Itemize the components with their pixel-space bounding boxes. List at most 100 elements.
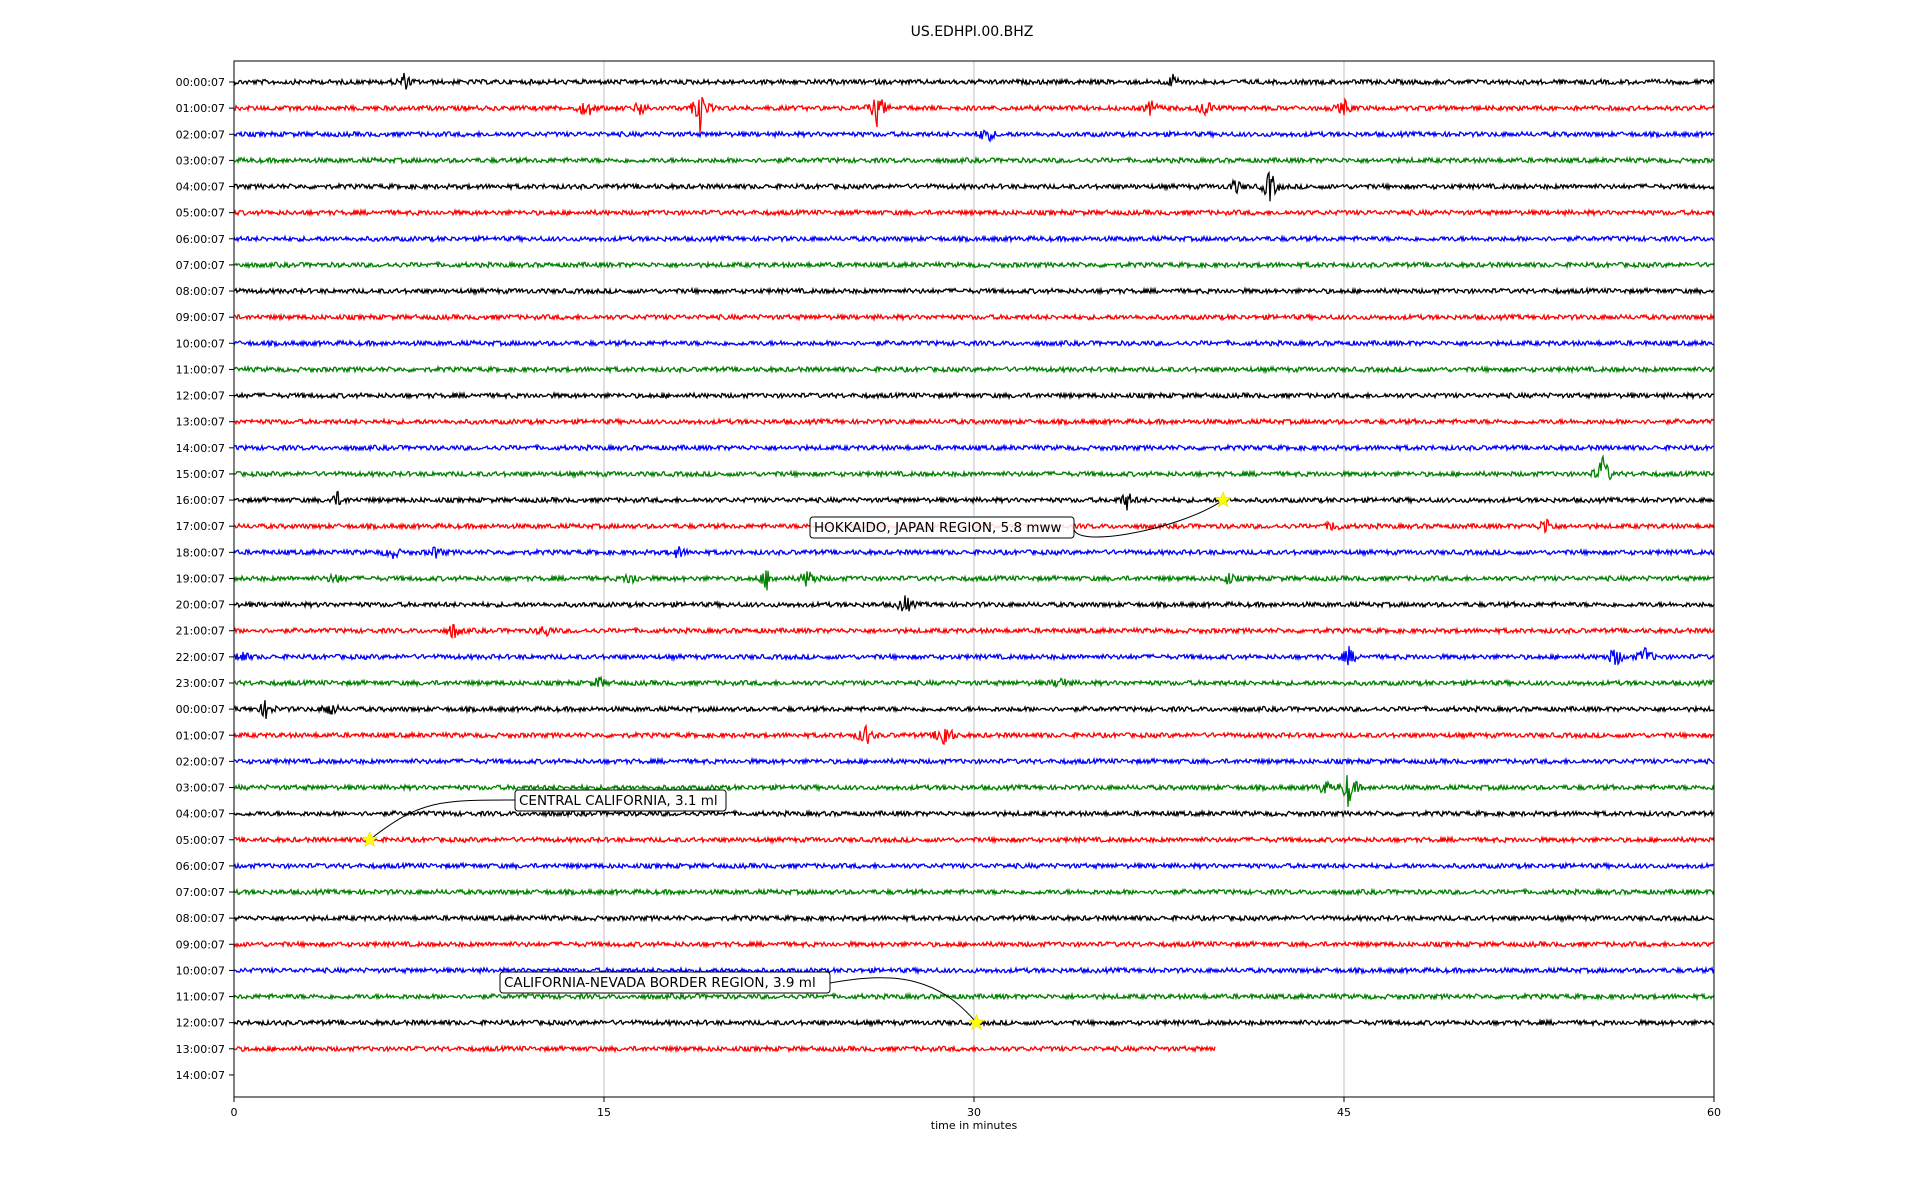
row-label-5: 05:00:07 <box>176 207 225 220</box>
trace-row-11 <box>233 364 1715 375</box>
x-tick-label-4: 60 <box>1707 1106 1721 1119</box>
annotation-1: CENTRAL CALIFORNIA, 3.1 ml <box>361 789 727 847</box>
annotation-0: HOKKAIDO, JAPAN REGION, 5.8 mww <box>809 491 1232 539</box>
row-label-14: 14:00:07 <box>176 442 225 455</box>
trace-row-6 <box>233 234 1715 244</box>
event-annotations: HOKKAIDO, JAPAN REGION, 5.8 mww CENTRAL C… <box>361 491 1232 1030</box>
row-label-4: 04:00:07 <box>176 181 225 194</box>
row-label-8: 08:00:07 <box>176 285 225 298</box>
trace-row-13 <box>233 417 1715 427</box>
trace-row-33 <box>233 939 1714 950</box>
row-label-15: 15:00:07 <box>176 468 225 481</box>
row-label-37: 13:00:07 <box>176 1043 225 1056</box>
row-label-30: 06:00:07 <box>176 860 225 873</box>
trace-row-31 <box>233 887 1715 897</box>
trace-row-15 <box>233 453 1715 481</box>
annotation-2: CALIFORNIA-NEVADA BORDER REGION, 3.9 ml <box>499 971 985 1030</box>
trace-row-28 <box>233 808 1715 819</box>
trace-row-37 <box>233 1044 1216 1054</box>
trace-row-12 <box>233 390 1715 401</box>
annotation-text-2: CALIFORNIA-NEVADA BORDER REGION, 3.9 ml <box>504 975 816 991</box>
row-label-19: 19:00:07 <box>176 572 225 585</box>
seismogram-traces <box>233 72 1715 1054</box>
trace-row-32 <box>233 913 1715 924</box>
annotation-text-1: CENTRAL CALIFORNIA, 3.1 ml <box>519 793 718 809</box>
annotation-connector-0 <box>1073 499 1224 538</box>
trace-row-29 <box>233 835 1715 845</box>
trace-row-24 <box>233 700 1715 719</box>
row-label-7: 07:00:07 <box>176 259 225 272</box>
row-label-35: 11:00:07 <box>176 991 225 1004</box>
row-label-23: 23:00:07 <box>176 677 225 690</box>
row-label-18: 18:00:07 <box>176 546 225 559</box>
row-label-20: 20:00:07 <box>176 599 225 612</box>
row-time-labels: 00:00:07 01:00:07 02:00:07 03:00:07 04:00:07… <box>176 76 234 1082</box>
row-label-10: 10:00:07 <box>176 337 225 350</box>
annotation-box-0 <box>809 516 1075 539</box>
trace-row-20 <box>233 595 1715 612</box>
row-label-12: 12:00:07 <box>176 390 225 403</box>
trace-row-9 <box>233 312 1715 323</box>
row-label-9: 09:00:07 <box>176 311 225 324</box>
trace-row-27 <box>233 775 1715 807</box>
x-tick-label-0: 0 <box>231 1106 238 1119</box>
trace-row-18 <box>233 546 1715 560</box>
event-star-0 <box>1214 491 1232 508</box>
x-axis-label: time in minutes <box>931 1119 1018 1132</box>
trace-row-7 <box>233 260 1715 270</box>
row-label-34: 10:00:07 <box>176 964 225 977</box>
trace-row-23 <box>233 675 1715 689</box>
trace-row-10 <box>233 338 1715 349</box>
row-label-25: 01:00:07 <box>176 729 225 742</box>
x-tick-label-2: 30 <box>967 1106 981 1119</box>
trace-row-8 <box>233 286 1714 296</box>
row-label-0: 00:00:07 <box>176 76 225 89</box>
trace-row-34 <box>233 965 1715 976</box>
row-label-17: 17:00:07 <box>176 520 225 533</box>
row-label-38: 14:00:07 <box>176 1069 225 1082</box>
row-label-24: 00:00:07 <box>176 703 225 716</box>
row-label-31: 07:00:07 <box>176 886 225 899</box>
row-label-27: 03:00:07 <box>176 782 225 795</box>
annotation-connector-2 <box>829 977 977 1024</box>
trace-row-26 <box>233 756 1715 767</box>
trace-row-16 <box>233 490 1715 511</box>
row-label-33: 09:00:07 <box>176 938 225 951</box>
trace-row-1 <box>233 96 1715 133</box>
trace-row-22 <box>233 646 1715 666</box>
row-label-13: 13:00:07 <box>176 416 225 429</box>
annotation-text-0: HOKKAIDO, JAPAN REGION, 5.8 mww <box>814 520 1062 536</box>
row-label-32: 08:00:07 <box>176 912 225 925</box>
x-tick-label-3: 45 <box>1337 1106 1351 1119</box>
row-label-26: 02:00:07 <box>176 755 225 768</box>
annotation-connector-1 <box>369 799 516 841</box>
trace-row-19 <box>233 570 1715 591</box>
row-label-16: 16:00:07 <box>176 494 225 507</box>
trace-row-21 <box>233 623 1715 640</box>
trace-row-4 <box>233 170 1715 202</box>
row-label-36: 12:00:07 <box>176 1017 225 1030</box>
trace-row-14 <box>233 443 1715 453</box>
trace-row-35 <box>233 991 1715 1002</box>
row-label-21: 21:00:07 <box>176 625 225 638</box>
x-axis-ticks: 0 15 30 45 60 <box>231 1097 1721 1119</box>
trace-row-0 <box>233 72 1715 90</box>
event-star-1 <box>361 830 379 847</box>
trace-row-30 <box>233 861 1715 871</box>
x-tick-label-1: 15 <box>597 1106 611 1119</box>
row-label-1: 01:00:07 <box>176 102 225 115</box>
row-label-2: 02:00:07 <box>176 128 225 141</box>
annotation-box-1 <box>514 789 727 812</box>
row-label-22: 22:00:07 <box>176 651 225 664</box>
row-label-6: 06:00:07 <box>176 233 225 246</box>
trace-row-25 <box>233 723 1715 746</box>
trace-row-3 <box>233 155 1715 165</box>
row-label-29: 05:00:07 <box>176 834 225 847</box>
event-star-2 <box>968 1013 985 1030</box>
row-label-11: 11:00:07 <box>176 363 225 376</box>
plot-frame <box>233 60 1715 1098</box>
trace-row-2 <box>233 129 1715 143</box>
annotation-box-2 <box>499 971 831 994</box>
row-label-3: 03:00:07 <box>176 154 225 167</box>
